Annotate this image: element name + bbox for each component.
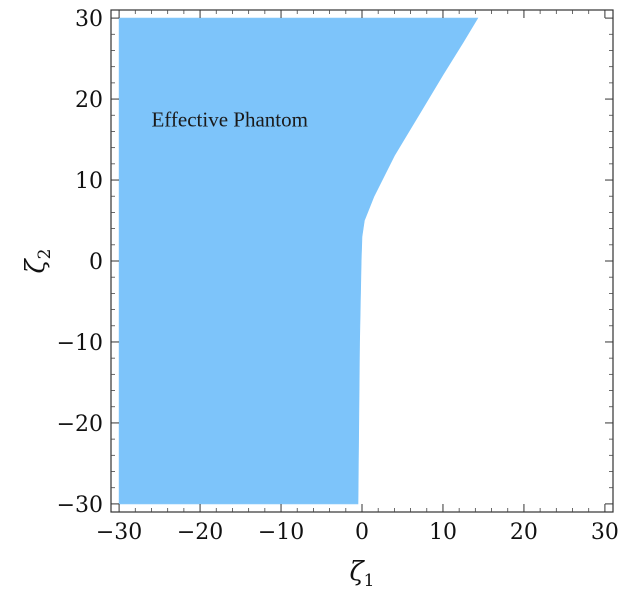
y-tick-label: 0 <box>89 250 103 275</box>
y-axis-label-base: ζ <box>21 257 51 273</box>
x-tick-label: −10 <box>258 520 304 545</box>
y-tick-label: 30 <box>75 7 103 32</box>
y-tick-label: 20 <box>75 88 103 113</box>
x-axis-label-base: ζ <box>350 557 366 587</box>
x-axis-label-sub: 1 <box>364 571 375 591</box>
y-tick-label: −10 <box>57 331 103 356</box>
y-axis-label: ζ2 <box>21 249 55 274</box>
x-axis-label: ζ1 <box>350 557 375 591</box>
x-tick-label: 10 <box>429 520 457 545</box>
x-tick-label: −20 <box>177 520 223 545</box>
effective-phantom-region <box>118 17 479 505</box>
y-axis-label-sub: 2 <box>35 249 55 260</box>
region-label: Effective Phantom <box>151 107 308 131</box>
x-tick-label: −30 <box>96 520 142 545</box>
y-tick-label: −20 <box>57 412 103 437</box>
x-tick-label: 20 <box>510 520 538 545</box>
y-tick-label: 10 <box>75 169 103 194</box>
x-tick-label: 0 <box>355 520 369 545</box>
x-tick-label: 30 <box>591 520 619 545</box>
y-tick-label: −30 <box>57 493 103 518</box>
